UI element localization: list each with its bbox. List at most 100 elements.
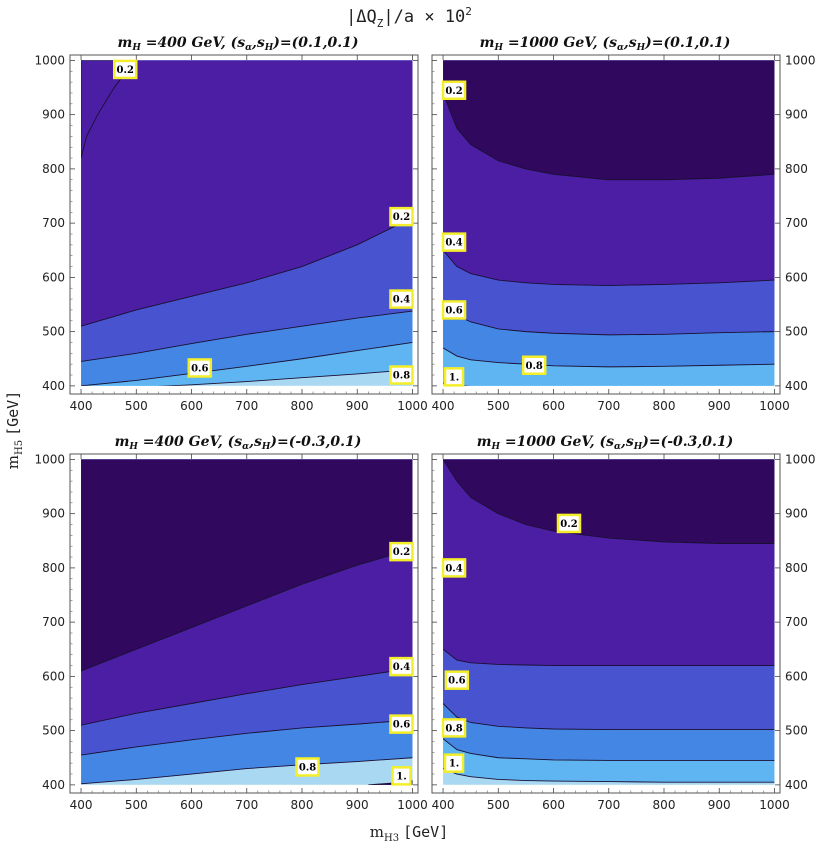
contour-label-box	[187, 358, 213, 378]
x-tick-label: 400	[432, 798, 455, 812]
contour-line-0.4	[443, 648, 775, 666]
plot-frame	[69, 54, 419, 395]
y-tick-label: 1000	[34, 53, 65, 67]
y-tick-label: 900	[42, 507, 65, 521]
x-tick-label: 1000	[397, 399, 428, 413]
plot-frame	[431, 453, 781, 794]
x-tick-label: 500	[487, 798, 510, 812]
x-tick-label: 700	[235, 798, 258, 812]
contour-label-box	[391, 766, 412, 786]
contour-line-0.2	[443, 459, 775, 544]
contour-label-box	[389, 289, 414, 309]
x-tick-label: 900	[708, 399, 731, 413]
contour-label: 1.	[449, 372, 459, 383]
contour-line-0.4	[443, 249, 775, 286]
x-tick-label: 600	[542, 798, 565, 812]
contour-line-0.2	[81, 548, 413, 672]
y-tick-label: 500	[42, 325, 65, 339]
contour-label-box	[441, 718, 467, 738]
y-tick-label: 500	[785, 724, 808, 738]
figure-title: |ΔQZ|/a × 102	[346, 5, 472, 30]
contour-band-0.2	[443, 459, 775, 544]
y-tick-label: 600	[785, 270, 808, 284]
x-tick-label: 500	[125, 399, 148, 413]
contour-label: 0.8	[299, 762, 316, 773]
y-tick-label: 1000	[785, 452, 816, 466]
y-tick-label: 800	[42, 561, 65, 575]
x-tick-label: 800	[291, 798, 314, 812]
contour-label: 0.8	[525, 361, 542, 372]
y-axis-label: mH5[GeV]	[4, 391, 25, 469]
x-tick-label: 700	[597, 399, 620, 413]
panel-title: mH =400 GeV, (sα,sH)=(0.1,0.1)	[117, 35, 358, 53]
y-tick-label: 800	[785, 561, 808, 575]
contour-line-0.8	[443, 738, 775, 761]
x-tick-label: 700	[597, 798, 620, 812]
contour-band-0.4	[81, 60, 413, 327]
y-tick-label: 500	[42, 724, 65, 738]
panel-bottom-left: mH =400 GeV, (sα,sH)=(-0.3,0.1) 400 500 60…	[34, 434, 427, 812]
contour-label: 0.2	[560, 519, 577, 530]
contour-label-box	[295, 757, 320, 777]
y-tick-label: 700	[785, 615, 808, 629]
y-tick-label: 800	[42, 162, 65, 176]
plot-area	[81, 459, 413, 785]
panel-title: mH =1000 GeV, (sα,sH)=(-0.3,0.1)	[477, 434, 734, 452]
panel-title: mH =1000 GeV, (sα,sH)=(0.1,0.1)	[480, 35, 731, 53]
contour-label: 0.6	[393, 720, 410, 731]
y-tick-label: 600	[42, 270, 65, 284]
x-tick-label: 600	[180, 798, 203, 812]
contour-label: 0.2	[445, 86, 462, 97]
x-tick-label: 800	[291, 399, 314, 413]
contour-label: 1.	[449, 759, 459, 770]
plot-area	[443, 459, 775, 785]
y-tick-label: 400	[785, 379, 808, 393]
x-tick-label: 500	[487, 399, 510, 413]
y-tick-label: 800	[785, 162, 808, 176]
x-tick-label: 900	[346, 399, 369, 413]
contour-line-1	[160, 369, 413, 386]
contour-label-box	[389, 206, 414, 227]
contour-label: 0.8	[393, 371, 410, 382]
contour-label-box	[521, 355, 547, 376]
contour-line-0.6	[81, 310, 413, 362]
contour-label-box	[112, 59, 138, 80]
y-tick-label: 700	[42, 216, 65, 230]
contour-line-0.2	[443, 92, 775, 181]
x-tick-label: 1000	[397, 798, 428, 812]
x-tick-label: 600	[542, 399, 565, 413]
x-tick-label: 400	[70, 798, 93, 812]
contour-label-box	[443, 753, 465, 773]
contour-label: 0.4	[445, 563, 462, 574]
contour-line-0.8	[81, 342, 413, 386]
contour-label-box	[443, 367, 465, 387]
y-tick-label: 700	[785, 216, 808, 230]
contour-label: 0.6	[445, 305, 462, 316]
y-tick-label: 400	[42, 778, 65, 792]
contour-label-box	[389, 365, 414, 385]
x-tick-label: 800	[653, 798, 676, 812]
contour-label-box	[389, 714, 414, 734]
contour-label: 1.	[396, 771, 406, 782]
contour-label: 0.4	[393, 295, 410, 306]
plot-frame	[431, 54, 781, 395]
plot-frame	[69, 453, 419, 794]
contour-label: 0.6	[191, 363, 208, 374]
contour-label-box	[441, 80, 467, 101]
x-tick-label: 400	[70, 399, 93, 413]
panel-title: mH =400 GeV, (sα,sH)=(-0.3,0.1)	[115, 434, 362, 452]
y-tick-label: 400	[42, 379, 65, 393]
x-tick-label: 500	[125, 798, 148, 812]
contour-label: 0.4	[445, 238, 462, 249]
x-axis-label: mH3 [GeV]	[370, 823, 448, 844]
contour-band-0.2	[81, 459, 413, 671]
contour-label-box	[389, 541, 414, 562]
contour-line-0.4	[81, 667, 413, 726]
y-tick-label: 1000	[785, 53, 816, 67]
x-tick-label: 800	[653, 399, 676, 413]
contour-label-box	[556, 513, 582, 534]
x-tick-label: 400	[432, 399, 455, 413]
contour-label-box	[441, 232, 467, 252]
y-tick-label: 700	[42, 615, 65, 629]
